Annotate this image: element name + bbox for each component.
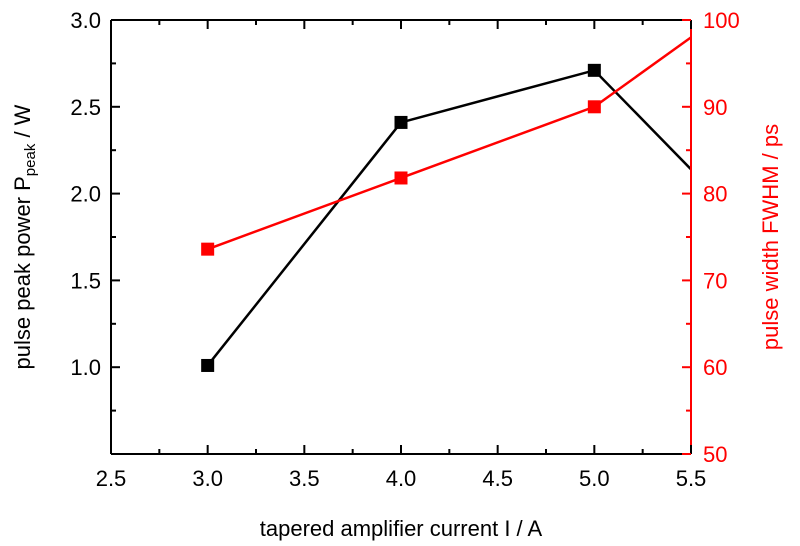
series-line-0 xyxy=(206,68,691,367)
right-y-tick-label: 60 xyxy=(703,355,727,380)
x-tick-label: 2.5 xyxy=(96,466,127,491)
x-tick-label: 5.5 xyxy=(676,466,707,491)
left-y-tick-label: 3.0 xyxy=(70,8,101,33)
right-y-tick-label: 50 xyxy=(703,442,727,467)
right-y-tick-label: 70 xyxy=(703,268,727,293)
right-y-axis-title: pulse width FWHM / ps xyxy=(758,124,783,350)
x-tick-label: 3.0 xyxy=(192,466,223,491)
left-y-axis-title-subscript: peak xyxy=(22,143,39,176)
x-tick-label: 3.5 xyxy=(289,466,320,491)
right-y-tick-label: 90 xyxy=(703,95,727,120)
left-y-tick-label: 1.5 xyxy=(70,268,101,293)
left-y-axis-title-unit: / W xyxy=(10,104,35,143)
axes-layer xyxy=(110,19,692,455)
right-y-tick-label: 80 xyxy=(703,182,727,207)
x-tick-label: 4.0 xyxy=(386,466,417,491)
ticks-layer: 2.5 3.0 3.5 4.0 4.5 5.0 5.5 1.0 1.5 2.0 2.5 3.0 50 60… xyxy=(70,8,739,491)
series-0-marker xyxy=(394,115,408,129)
series-0-marker xyxy=(587,63,601,77)
series-layer xyxy=(201,35,794,372)
x-tick-label: 5.0 xyxy=(579,466,610,491)
right-y-tick-label: 100 xyxy=(703,8,740,33)
series-0-marker xyxy=(781,262,794,275)
series-line-1 xyxy=(207,35,691,251)
left-y-axis-title: pulse peak power Ppeak / W xyxy=(10,104,39,369)
left-y-tick-label: 1.0 xyxy=(70,355,101,380)
left-y-axis-title-main: pulse peak power P xyxy=(10,176,35,369)
x-tick-label: 4.5 xyxy=(482,466,513,491)
series-1-marker xyxy=(587,100,601,114)
series-1-marker xyxy=(394,171,408,185)
series-0-marker xyxy=(201,358,215,372)
series-1-marker xyxy=(201,242,215,256)
x-axis-title: tapered amplifier current I / A xyxy=(260,516,543,541)
left-y-tick-label: 2.5 xyxy=(70,95,101,120)
left-y-tick-label: 2.0 xyxy=(70,182,101,207)
